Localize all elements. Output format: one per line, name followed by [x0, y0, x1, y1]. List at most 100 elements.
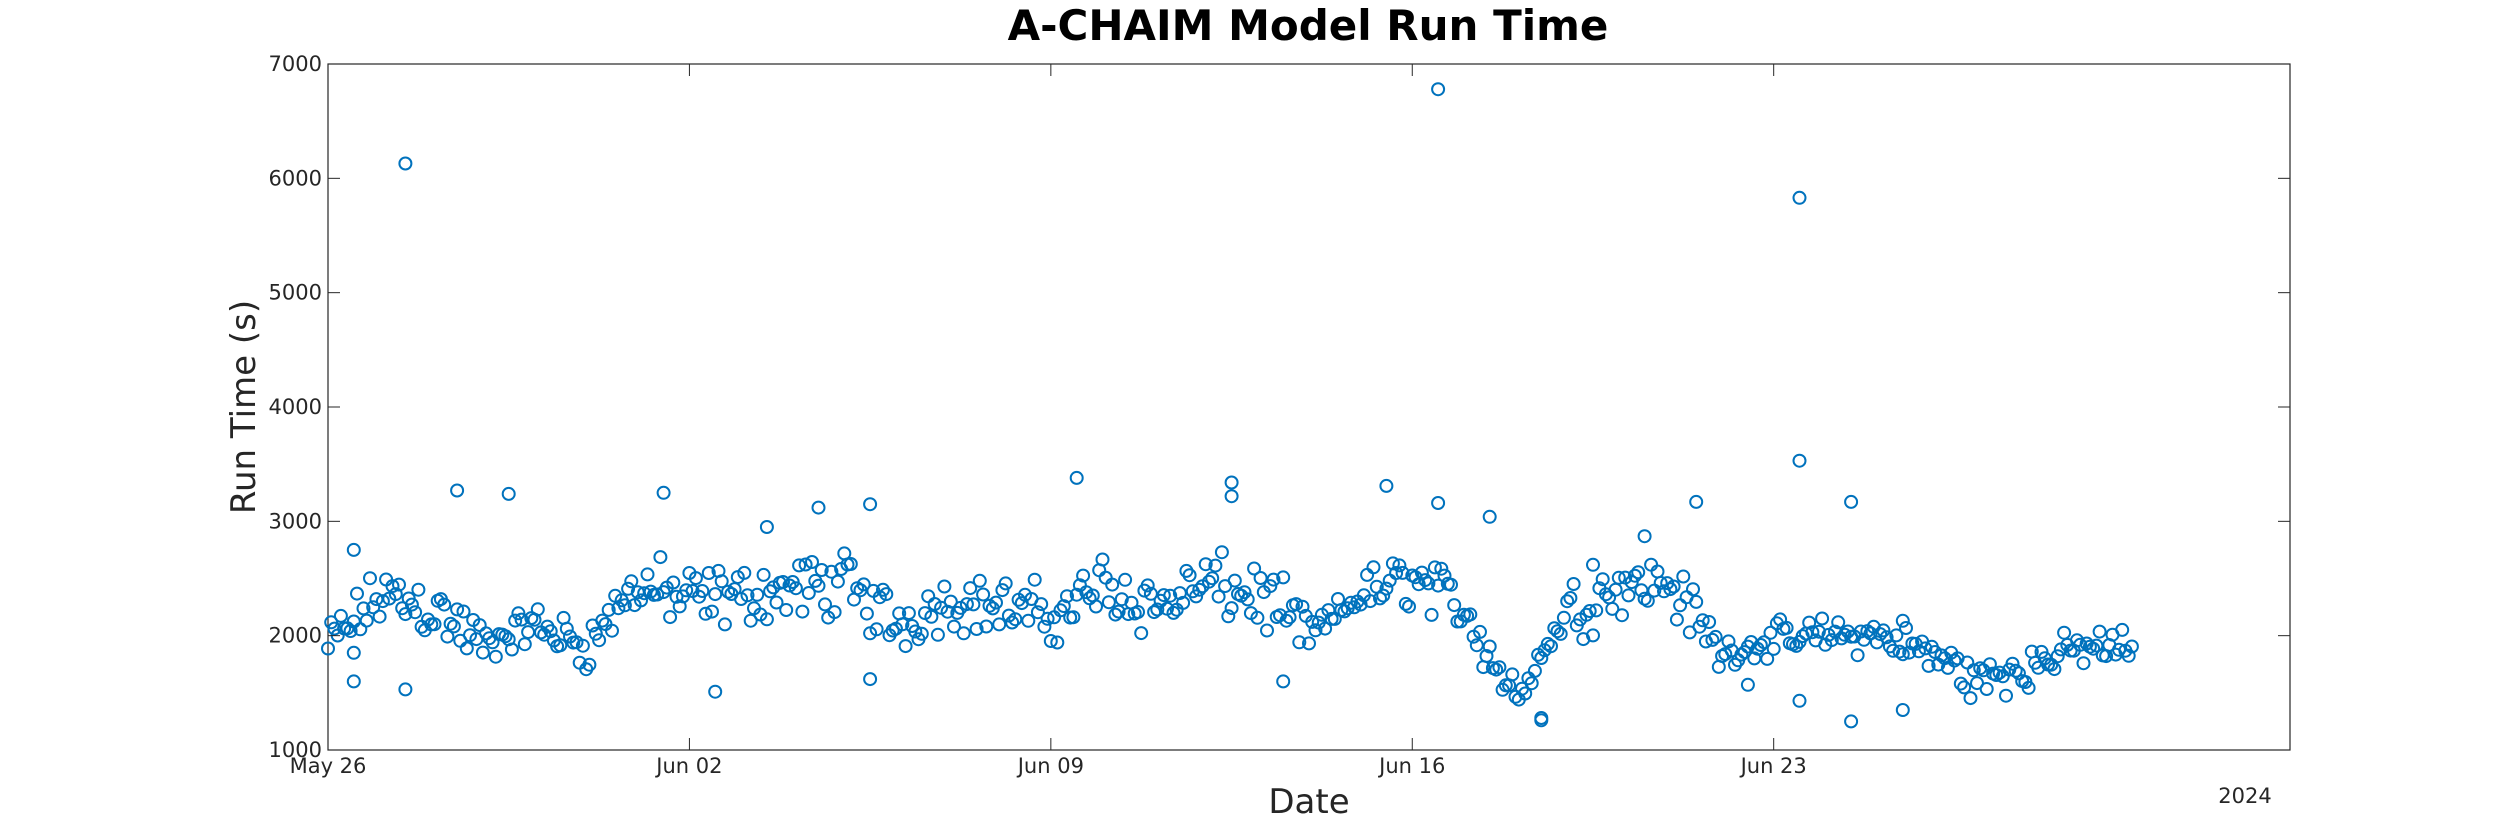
data-point [1469, 638, 1484, 653]
data-point [1705, 632, 1720, 647]
data-point [1263, 579, 1278, 594]
data-point [1889, 628, 1904, 643]
y-tick-label: 2000 [269, 624, 322, 648]
y-tick-label: 4000 [269, 395, 322, 419]
data-point [1447, 598, 1462, 613]
data-point [1627, 568, 1642, 583]
data-point [637, 586, 652, 601]
data-point [582, 657, 597, 672]
data-point [1182, 568, 1197, 583]
data-point [1140, 578, 1155, 593]
data-point [1250, 610, 1265, 625]
data-point [930, 627, 945, 642]
data-point [688, 571, 703, 586]
data-point [1544, 639, 1558, 654]
data-point [1208, 558, 1223, 573]
data-point-outlier [346, 674, 361, 689]
data-point [1237, 585, 1252, 600]
data-point [617, 598, 632, 613]
data-point [966, 597, 981, 612]
data-point [1363, 594, 1378, 609]
data-point [1489, 662, 1504, 677]
data-point [795, 604, 810, 619]
data-point [1640, 593, 1655, 608]
data-point [1131, 605, 1145, 619]
data-point-outlier [1844, 714, 1859, 729]
data-point-outlier [1276, 674, 1291, 689]
data-point [737, 565, 752, 580]
x-tick-label: Jun 02 [654, 754, 722, 778]
data-point [366, 600, 381, 615]
data-point [989, 595, 1003, 610]
data-point [385, 579, 400, 594]
data-point [2073, 637, 2088, 652]
data-point-outlier [863, 672, 878, 687]
data-point [1963, 691, 1978, 706]
data-point [669, 589, 684, 604]
data-point [440, 629, 455, 644]
data-point [1156, 588, 1171, 603]
data-point [1763, 625, 1778, 640]
data-point [824, 564, 839, 579]
data-point [1686, 582, 1700, 597]
data-point [1327, 611, 1342, 626]
data-point [743, 613, 758, 628]
data-point [1027, 572, 1042, 587]
data-point [404, 597, 419, 612]
data-point-outlier [346, 645, 361, 660]
data-point [1518, 686, 1533, 701]
data-point [1957, 680, 1972, 695]
data-point-outlier [1379, 478, 1394, 493]
data-point [372, 609, 387, 624]
data-point [530, 602, 545, 617]
data-point-outlier [1482, 509, 1497, 524]
data-point [1631, 565, 1646, 580]
data-point [1966, 663, 1981, 678]
data-point [1760, 651, 1775, 666]
data-point-outlier [1689, 494, 1704, 509]
data-point [443, 616, 458, 631]
y-axis-ticks: 1000 2000 3000 4000 5000 6000 7000 [269, 52, 2290, 762]
data-point [1276, 570, 1291, 585]
data-point [1876, 623, 1891, 638]
data-point [956, 626, 971, 641]
data-point [701, 566, 716, 580]
data-point [1211, 589, 1226, 604]
data-point [1824, 633, 1839, 648]
data-point [1434, 561, 1449, 576]
data-point [2124, 639, 2139, 654]
data-point [2031, 660, 2046, 675]
data-point [408, 605, 423, 620]
data-point-outlier [1792, 190, 1807, 205]
data-point [504, 642, 519, 657]
data-point [1392, 558, 1407, 573]
data-point [814, 563, 829, 577]
data-point [653, 550, 668, 565]
data-point [624, 574, 639, 589]
data-point [1101, 595, 1116, 610]
data-point [1427, 560, 1442, 575]
data-point-outlier [863, 497, 878, 512]
data-point [1163, 588, 1178, 603]
data-point-outlier [1895, 613, 1910, 628]
y-tick-label: 5000 [269, 281, 322, 305]
data-point [763, 584, 778, 599]
data-point [1253, 571, 1268, 585]
data-point [1863, 626, 1878, 641]
data-point-outlier [656, 485, 671, 500]
data-point [427, 617, 442, 632]
data-point [1473, 624, 1487, 639]
data-point [1524, 676, 1539, 691]
data-point [2121, 648, 2136, 663]
data-point [1947, 653, 1962, 668]
data-point [1556, 610, 1571, 625]
axes-frame [327, 63, 2291, 751]
data-point [801, 586, 816, 600]
data-point [901, 606, 916, 621]
data-point [1053, 603, 1068, 618]
data-point [437, 597, 452, 612]
data-point [1444, 577, 1458, 592]
data-point [1240, 592, 1255, 607]
data-point [2011, 666, 2026, 681]
data-point [1689, 594, 1704, 609]
